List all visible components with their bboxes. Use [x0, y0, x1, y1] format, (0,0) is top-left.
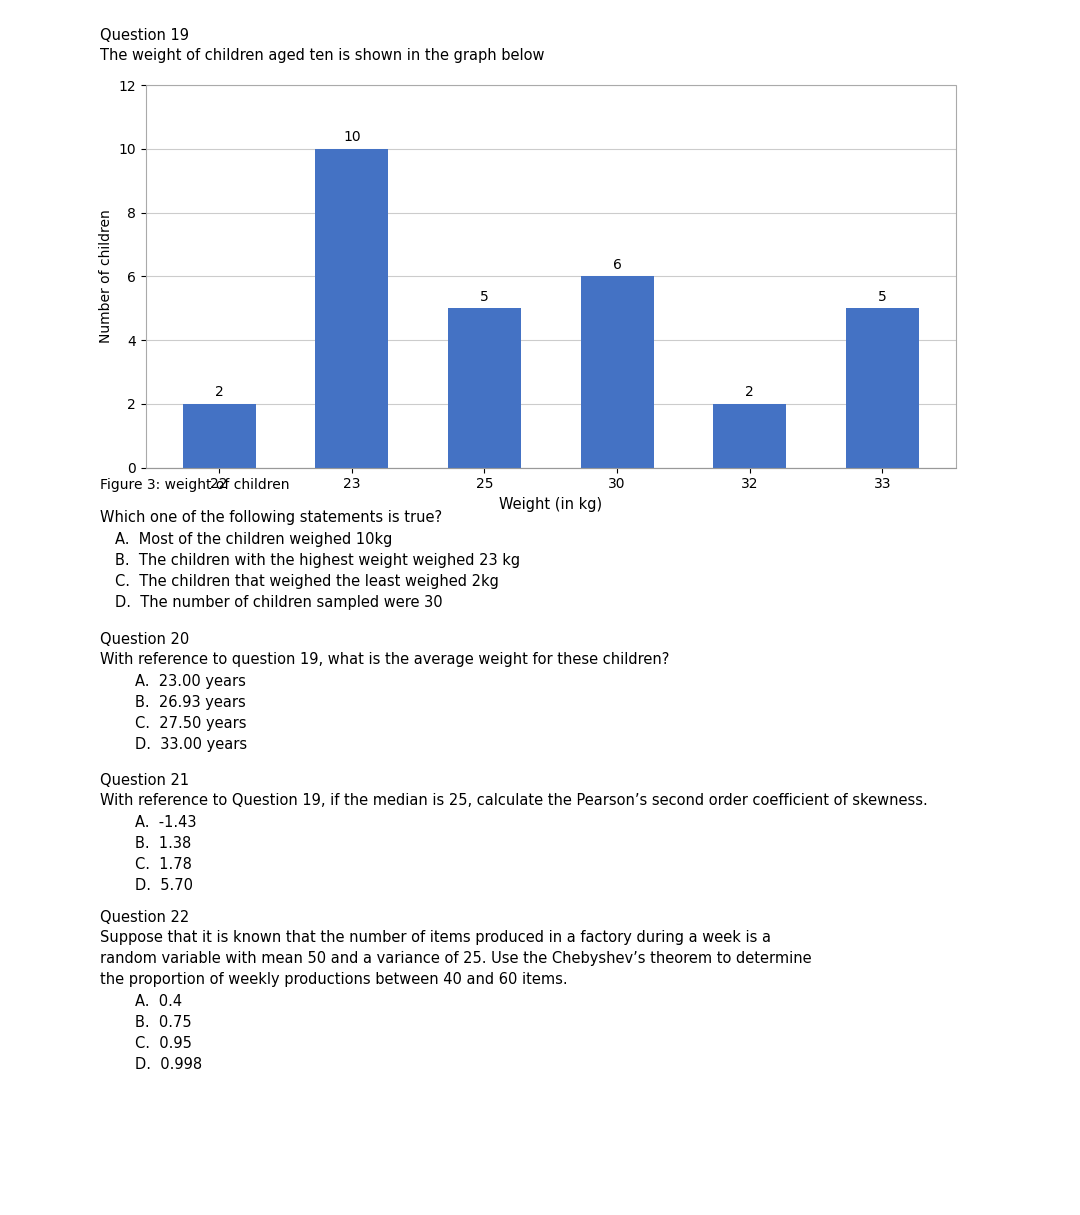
Text: The weight of children aged ten is shown in the graph below: The weight of children aged ten is shown…	[100, 49, 544, 63]
Text: B.  0.75: B. 0.75	[135, 1015, 191, 1030]
Text: 10: 10	[343, 130, 361, 145]
Text: B.  26.93 years: B. 26.93 years	[135, 695, 246, 710]
Text: 5: 5	[481, 289, 489, 304]
Bar	[146, 85, 956, 468]
Text: C.  0.95: C. 0.95	[135, 1036, 192, 1051]
Text: With reference to question 19, what is the average weight for these children?: With reference to question 19, what is t…	[100, 652, 670, 667]
Text: A.  0.4: A. 0.4	[135, 994, 183, 1008]
Text: random variable with mean 50 and a variance of 25. Use the Chebyshev’s theorem t: random variable with mean 50 and a varia…	[100, 951, 812, 966]
Text: Figure 3: weight of children: Figure 3: weight of children	[100, 477, 289, 492]
Text: With reference to Question 19, if the median is 25, calculate the Pearson’s seco: With reference to Question 19, if the me…	[100, 793, 928, 808]
Text: the proportion of weekly productions between 40 and 60 items.: the proportion of weekly productions bet…	[100, 972, 568, 987]
Text: C.  27.50 years: C. 27.50 years	[135, 716, 246, 731]
Bar	[183, 403, 256, 468]
Text: B.  The children with the highest weight weighed 23 kg: B. The children with the highest weight …	[114, 553, 521, 567]
Text: A.  23.00 years: A. 23.00 years	[135, 674, 246, 689]
Text: Question 19: Question 19	[100, 28, 189, 43]
Text: A.  -1.43: A. -1.43	[135, 815, 197, 830]
Text: D.  33.00 years: D. 33.00 years	[135, 738, 247, 752]
Text: 2: 2	[745, 385, 754, 400]
X-axis label: Weight (in kg): Weight (in kg)	[499, 497, 603, 512]
Bar	[315, 149, 389, 468]
Text: B.  1.38: B. 1.38	[135, 836, 191, 850]
Text: C.  The children that weighed the least weighed 2kg: C. The children that weighed the least w…	[114, 573, 499, 589]
Text: Question 20: Question 20	[100, 632, 189, 648]
Y-axis label: Number of children: Number of children	[99, 209, 113, 344]
Text: Question 22: Question 22	[100, 910, 189, 925]
Text: A.  Most of the children weighed 10kg: A. Most of the children weighed 10kg	[114, 532, 392, 547]
Text: D.  0.998: D. 0.998	[135, 1057, 202, 1072]
Text: 5: 5	[878, 289, 887, 304]
Text: C.  1.78: C. 1.78	[135, 857, 192, 872]
Text: 6: 6	[612, 258, 622, 272]
Bar	[448, 309, 521, 468]
Bar	[713, 403, 786, 468]
Text: Question 21: Question 21	[100, 773, 189, 789]
Text: D.  5.70: D. 5.70	[135, 878, 193, 893]
Bar	[581, 277, 653, 468]
Text: Suppose that it is known that the number of items produced in a factory during a: Suppose that it is known that the number…	[100, 929, 771, 945]
Text: 2: 2	[215, 385, 224, 400]
Text: D.  The number of children sampled were 30: D. The number of children sampled were 3…	[114, 595, 443, 610]
Bar	[846, 309, 919, 468]
Text: Which one of the following statements is true?: Which one of the following statements is…	[100, 510, 442, 525]
